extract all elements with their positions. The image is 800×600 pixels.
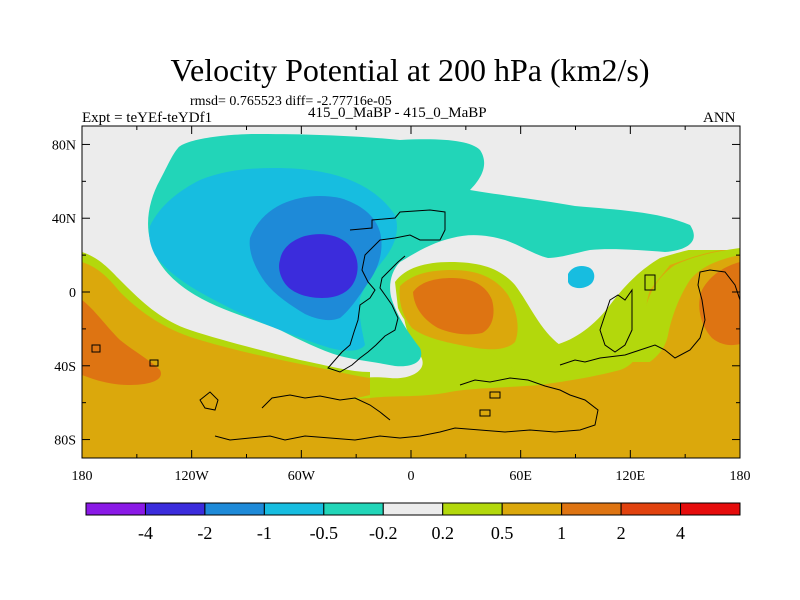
coastline — [261, 394, 391, 421]
colorbar-label: -0.5 — [310, 523, 339, 543]
colorbar-label: 0.5 — [491, 523, 514, 543]
y-tick-label: 0 — [69, 286, 76, 301]
x-tick-label: 60W — [288, 469, 316, 484]
season-label: ANN — [703, 110, 736, 126]
colorbar-swatch — [561, 502, 622, 516]
colorbar-swatch — [442, 502, 503, 516]
fill-region — [413, 278, 494, 335]
coastline — [644, 274, 656, 291]
colorbar-swatch — [382, 502, 444, 516]
colorbar-label: -4 — [138, 523, 153, 543]
fill-region — [279, 234, 358, 298]
experiment-label: Expt = teYEf-teYDf1 — [82, 110, 213, 126]
colorbar-label: 2 — [617, 523, 626, 543]
y-tick-label: 40S — [54, 360, 76, 375]
colorbar-label: -0.2 — [369, 523, 398, 543]
y-tick-label: 80N — [52, 138, 76, 153]
x-tick-label: 120E — [616, 469, 646, 484]
y-tick-label: 80S — [54, 434, 76, 449]
x-tick-label: 120W — [175, 469, 210, 484]
colorbar-label: 0.2 — [431, 523, 454, 543]
y-tick-label: 40N — [52, 212, 76, 227]
colorbar-swatch — [680, 502, 741, 516]
stats-label: rmsd= 0.765523 diff= -2.77716e-05 — [190, 94, 392, 109]
colorbar-label: 1 — [557, 523, 566, 543]
x-tick-label: 180 — [72, 469, 93, 484]
colorbar-swatch — [323, 502, 384, 516]
center-label: 415_0_MaBP - 415_0_MaBP — [308, 105, 487, 121]
colorbar-label: -1 — [257, 523, 272, 543]
colorbar-label: -2 — [197, 523, 212, 543]
x-tick-label: 0 — [408, 469, 415, 484]
coastline — [199, 391, 219, 411]
x-tick-label: 60E — [509, 469, 532, 484]
coastline — [489, 391, 501, 399]
fill-region — [82, 300, 161, 385]
coastline — [327, 209, 446, 373]
chart-title: Velocity Potential at 200 hPa (km2/s) — [170, 52, 650, 88]
coastline — [599, 288, 633, 353]
colorbar-swatch — [620, 502, 682, 516]
colorbar-label: 4 — [676, 523, 685, 543]
colorbar: -4 -2 -1 -0.5 -0.2 0.2 0.5 1 2 4 — [85, 502, 741, 543]
colorbar-swatch — [144, 502, 206, 516]
coastline — [479, 409, 491, 417]
coastline — [559, 269, 740, 366]
contour-fills — [82, 126, 740, 458]
x-axis: 180 120W 60W 0 60E 120E 180 — [72, 126, 751, 484]
colorbar-swatch — [204, 502, 265, 516]
coastline — [214, 377, 599, 441]
y-axis: 80N 40N 0 40S 80S — [52, 138, 740, 449]
fill-region — [699, 262, 740, 346]
colorbar-swatch — [263, 502, 325, 516]
coastline — [91, 344, 101, 353]
fill-region — [568, 266, 595, 289]
colorbar-swatch — [501, 502, 563, 516]
colorbar-swatch — [85, 502, 146, 516]
x-tick-label: 180 — [730, 469, 751, 484]
coastlines — [91, 209, 740, 441]
coastline — [149, 359, 159, 367]
